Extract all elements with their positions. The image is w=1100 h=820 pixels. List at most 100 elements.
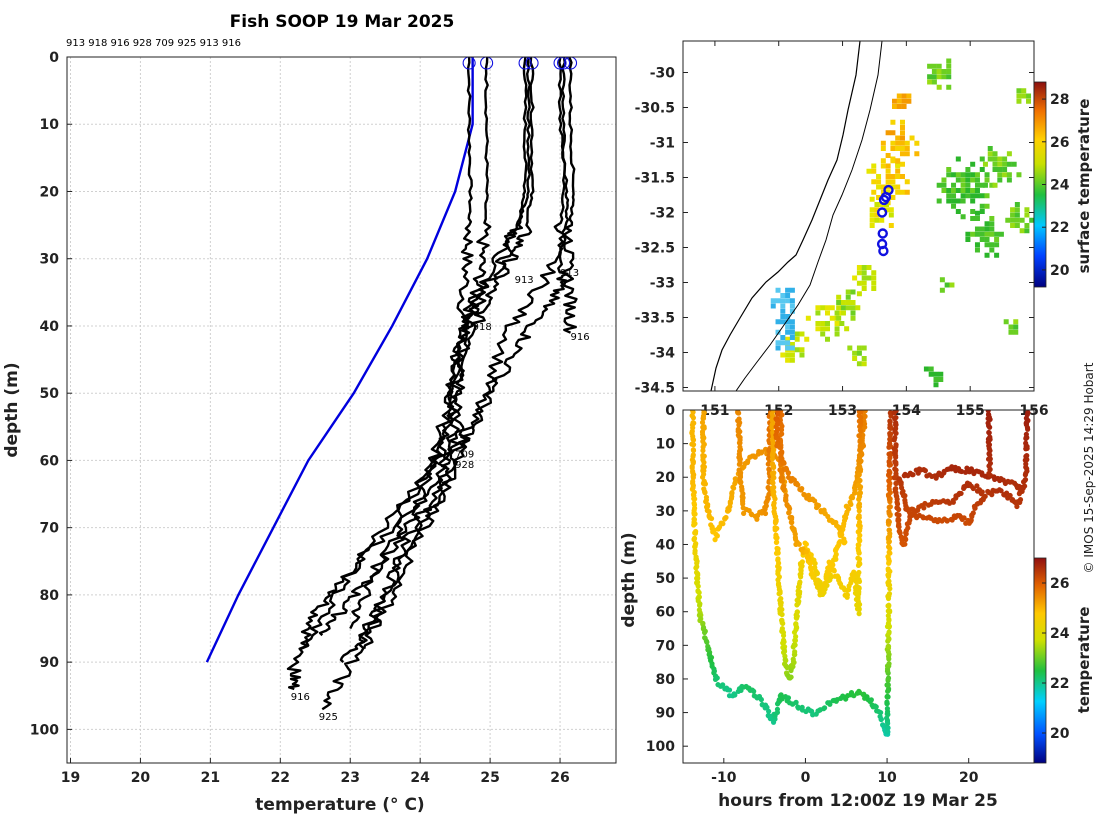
- temperature-sample: [856, 556, 863, 562]
- sst-cell: [970, 193, 976, 199]
- sst-cell: [939, 277, 945, 283]
- profile-label: 918: [473, 322, 492, 333]
- temperature-sample: [692, 496, 698, 502]
- sst-cell: [815, 321, 821, 326]
- sst-cell: [965, 237, 971, 242]
- sst-cell: [1013, 319, 1019, 325]
- depth-time-y-tick-label: 60: [656, 605, 676, 621]
- sst-cell: [979, 226, 985, 232]
- y-tick-label: 90: [40, 655, 60, 671]
- sst-cell: [895, 189, 901, 195]
- sst-cell: [789, 324, 795, 330]
- sst-cell: [780, 340, 786, 346]
- sst-cell: [899, 135, 905, 141]
- y-tick-label: 40: [40, 319, 60, 335]
- temperature-sample: [691, 536, 697, 543]
- sst-cell: [869, 212, 875, 218]
- map-y-tick-label: -34.5: [635, 381, 675, 397]
- temperature-sample: [779, 469, 785, 476]
- sst-cell: [824, 326, 830, 332]
- temperature-sample: [796, 541, 802, 547]
- temperature-sample: [775, 556, 781, 562]
- temperature-sample: [785, 470, 791, 476]
- sst-cell: [888, 212, 894, 218]
- sst-cell: [856, 361, 862, 367]
- sst-cell: [785, 352, 791, 358]
- temperature-sample: [779, 611, 785, 618]
- depth-time-x-tick-label: 20: [959, 770, 979, 786]
- temperature-sample: [831, 568, 837, 574]
- temperature-sample: [766, 467, 772, 473]
- temperature-sample: [856, 591, 862, 597]
- sst-cell: [852, 350, 858, 356]
- temperature-sample: [892, 450, 898, 456]
- temperature-sample: [856, 433, 862, 439]
- coastline: [710, 41, 861, 391]
- temperature-colorbar-tick-label: 24: [1050, 626, 1070, 642]
- temperature-sample: [897, 530, 903, 536]
- sst-cell: [936, 69, 942, 74]
- temperature-sample: [700, 415, 707, 421]
- temperature-sample: [692, 544, 698, 550]
- temperature-sample: [769, 456, 776, 462]
- sst-cell: [1002, 156, 1008, 162]
- credit-text: © IMOS 15-Sep-2025 14:29 Hobart: [1082, 362, 1096, 573]
- temperature-sample: [770, 480, 776, 486]
- sst-cell: [876, 184, 882, 190]
- profile-axes-frame: [66, 56, 617, 764]
- temperature-sample: [902, 535, 908, 541]
- temperature-sample: [778, 453, 784, 459]
- profile-label: 916: [291, 692, 310, 703]
- sst-cell: [785, 293, 791, 298]
- sst-cell: [1026, 98, 1032, 104]
- sst-cell: [1016, 172, 1022, 178]
- sst-cell: [829, 305, 835, 311]
- temperature-sample: [695, 583, 701, 589]
- sst-cell: [1024, 228, 1030, 234]
- sst-cell: [951, 193, 957, 199]
- temperature-sample: [704, 639, 710, 645]
- sst-cell: [880, 140, 886, 146]
- sst-cell: [1002, 161, 1008, 167]
- temperature-sample: [891, 437, 897, 443]
- sst-cell: [989, 231, 995, 237]
- map-y-tick-label: -33: [650, 276, 675, 292]
- temperature-sample: [738, 479, 744, 485]
- temperature-sample: [868, 697, 874, 703]
- sst-cell: [861, 275, 867, 281]
- temperature-sample: [690, 442, 697, 448]
- sst-cell: [970, 172, 976, 178]
- sst-cell: [789, 342, 795, 347]
- sst-cell: [970, 188, 976, 193]
- temperature-sample: [886, 483, 892, 489]
- sst-cell: [836, 294, 842, 300]
- temperature-sample: [702, 481, 709, 487]
- sst-cell: [1014, 202, 1020, 207]
- sst-cell: [946, 58, 952, 64]
- sst-cell: [904, 146, 910, 151]
- temperature-sample: [844, 592, 851, 598]
- temperature-sample: [886, 527, 892, 533]
- temperature-sample: [1024, 412, 1030, 418]
- map-y-tick-label: -31: [650, 136, 675, 152]
- temperature-sample: [902, 541, 908, 547]
- sst-cell: [785, 319, 791, 325]
- sst-cell: [936, 63, 942, 69]
- sst-cell: [938, 371, 944, 377]
- sst-cell: [904, 189, 910, 195]
- sst-cell: [970, 216, 976, 221]
- sst-cell: [965, 188, 971, 193]
- temperature-sample: [699, 419, 706, 426]
- temperature-sample: [895, 523, 902, 529]
- sst-cell: [856, 265, 862, 270]
- sst-cell: [871, 280, 877, 286]
- profile-line-916: [561, 56, 578, 334]
- temperature-sample: [886, 508, 892, 515]
- temperature-sample: [857, 438, 863, 444]
- sst-cell: [901, 98, 907, 104]
- temperature-sample: [690, 447, 697, 454]
- temperature-sample: [814, 570, 821, 577]
- sst-cell: [885, 153, 891, 158]
- sst-cell: [931, 63, 937, 69]
- temperature-sample: [833, 556, 839, 562]
